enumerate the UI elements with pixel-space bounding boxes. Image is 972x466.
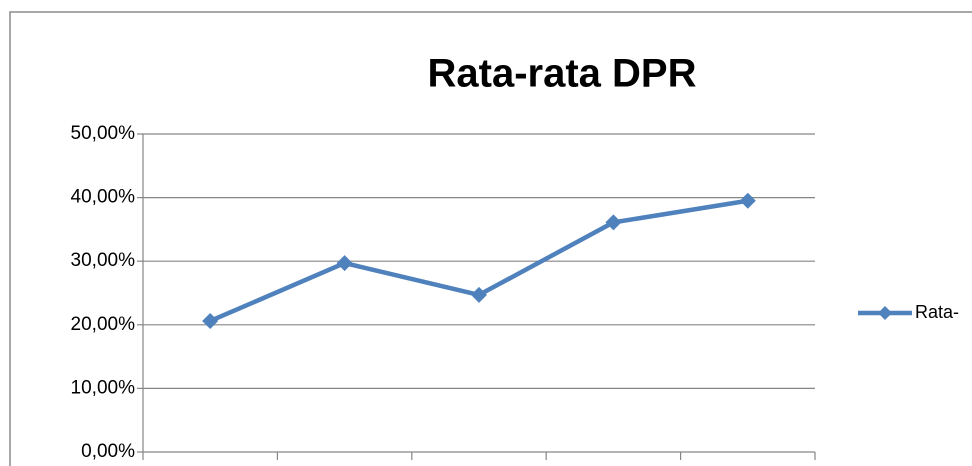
data-point (202, 312, 219, 329)
chart-title: Rata-rata DPR (428, 52, 697, 96)
data-point (605, 214, 622, 231)
y-tick-label: 10,00% (71, 377, 136, 398)
y-tick-label: 50,00% (71, 123, 136, 144)
y-tick-label: 30,00% (71, 250, 136, 271)
y-tick-label: 0,00% (81, 441, 135, 462)
data-point (336, 255, 353, 272)
data-point (739, 192, 756, 209)
legend-marker (878, 306, 892, 320)
y-tick-label: 20,00% (71, 314, 136, 335)
data-point (471, 286, 487, 303)
chart-frame (9, 11, 972, 466)
legend-label: Rata- (915, 302, 959, 322)
y-tick-label: 40,00% (71, 187, 136, 208)
